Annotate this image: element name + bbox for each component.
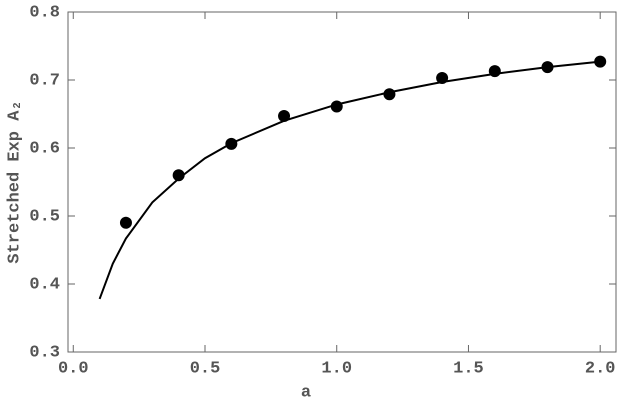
fit-line bbox=[98, 60, 601, 300]
plot-frame bbox=[67, 11, 617, 353]
data-point bbox=[172, 169, 185, 182]
data-point bbox=[119, 216, 132, 229]
data-point bbox=[383, 88, 396, 101]
x-tick-label: 0.5 bbox=[190, 359, 221, 378]
y-tick-label: 0.6 bbox=[29, 139, 60, 158]
x-tick-label: 2.0 bbox=[585, 359, 616, 378]
y-tick-label: 0.8 bbox=[29, 3, 60, 22]
y-tick-label: 0.5 bbox=[29, 207, 60, 226]
y-tick-label: 0.3 bbox=[29, 343, 60, 362]
y-tick-label: 0.4 bbox=[29, 275, 60, 294]
x-tick-label: 1.0 bbox=[321, 359, 352, 378]
x-tick-label: 1.5 bbox=[453, 359, 484, 378]
y-tick-label: 0.7 bbox=[29, 71, 60, 90]
x-axis-label: a bbox=[301, 383, 311, 402]
y-axis-label: Stretched Exp A₂ bbox=[5, 100, 24, 263]
x-tick-label: 0.0 bbox=[58, 359, 89, 378]
